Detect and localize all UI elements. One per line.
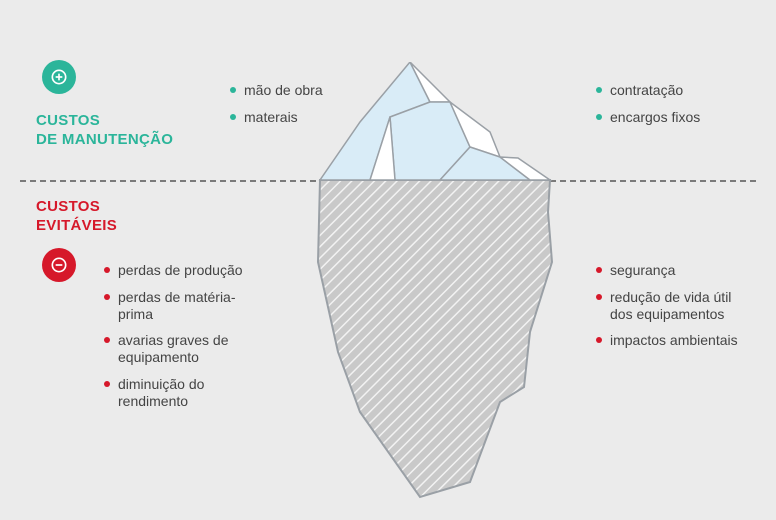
title-line: DE MANUTENÇÃO	[36, 131, 173, 148]
list-item: impactos ambientais	[596, 332, 756, 349]
plus-circle-icon	[42, 60, 76, 94]
list-item: redução de vida útil dos equipamentos	[596, 289, 756, 323]
bottom-left-list: perdas de produção perdas de matéria-prim…	[104, 262, 264, 420]
iceberg-body	[318, 180, 552, 497]
list-item: segurança	[596, 262, 756, 279]
list-item: perdas de produção	[104, 262, 264, 279]
title-line: CUSTOS	[36, 198, 100, 215]
title-maintenance-costs: CUSTOS DE MANUTENÇÃO	[36, 112, 173, 150]
bottom-right-list: segurança redução de vida útil dos equipa…	[596, 262, 756, 359]
top-right-list: contratação encargos fixos	[596, 82, 700, 136]
list-item: mão de obra	[230, 82, 323, 99]
iceberg-graphic	[300, 62, 570, 502]
list-item: contratação	[596, 82, 700, 99]
list-item: materais	[230, 109, 323, 126]
title-line: CUSTOS	[36, 112, 100, 129]
minus-circle-icon	[42, 248, 76, 282]
title-avoidable-costs: CUSTOS EVITÁVEIS	[36, 198, 117, 236]
title-line: EVITÁVEIS	[36, 217, 117, 234]
list-item: avarias graves de equipamento	[104, 332, 264, 366]
top-left-list: mão de obra materais	[230, 82, 323, 136]
iceberg-tip	[320, 62, 550, 180]
list-item: diminuição do rendimento	[104, 376, 264, 410]
waterline-divider	[20, 180, 756, 182]
list-item: encargos fixos	[596, 109, 700, 126]
list-item: perdas de matéria-prima	[104, 289, 264, 323]
